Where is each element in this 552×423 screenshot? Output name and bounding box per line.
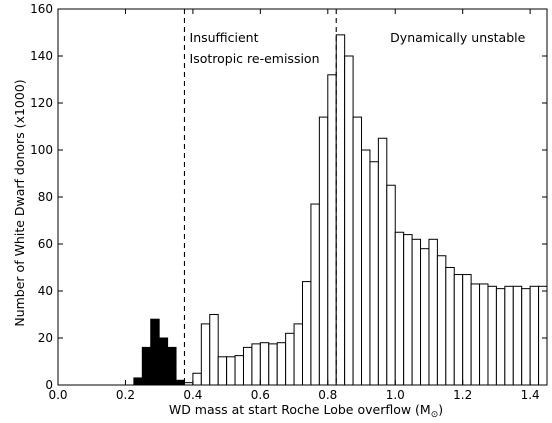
bar [133, 377, 143, 386]
bar [217, 356, 228, 386]
bar [209, 314, 219, 386]
y-tick-label: 140 [30, 49, 53, 63]
bar [285, 332, 295, 386]
bar [234, 355, 244, 386]
bar [445, 267, 455, 386]
bar [394, 231, 405, 386]
bar [361, 149, 371, 386]
bar [529, 285, 540, 386]
bar [302, 281, 312, 386]
bar [420, 248, 430, 386]
bar [512, 285, 523, 386]
bar [462, 274, 472, 386]
bar [495, 288, 506, 386]
x-tick-label: 1.2 [453, 388, 472, 402]
bar [538, 285, 548, 386]
bar [158, 337, 169, 386]
bar [327, 74, 337, 386]
annotation-label: Dynamically unstable [390, 30, 525, 45]
bar [487, 285, 497, 386]
bar [453, 274, 464, 386]
y-tick-label: 20 [38, 331, 53, 345]
annotation-label: Isotropic re-emission [190, 51, 320, 66]
bar [175, 379, 185, 386]
bar [403, 234, 413, 386]
bar [293, 323, 304, 386]
x-axis-title-main: WD mass at start Roche Lobe overflow (M [169, 402, 431, 417]
annotations: Insufficient Isotropic re-emission Dynamic… [190, 30, 526, 66]
bar [167, 346, 177, 386]
y-tick-label: 160 [30, 2, 53, 16]
y-tick-label: 40 [38, 284, 53, 298]
bar [428, 238, 438, 386]
y-tick-label: 100 [30, 143, 53, 157]
bar [276, 342, 287, 386]
x-tick-label: 0.2 [116, 388, 135, 402]
bar [310, 203, 320, 386]
bar [369, 161, 379, 386]
y-tick-label: 120 [30, 96, 53, 110]
bar [242, 346, 253, 386]
y-tick-label: 60 [38, 237, 53, 251]
bar [226, 356, 236, 386]
bar [141, 346, 152, 386]
bar [377, 137, 388, 386]
bar [200, 323, 211, 386]
bar [268, 343, 278, 386]
bar [335, 34, 346, 386]
annotation-label: Insufficient [190, 30, 259, 45]
x-axis-title-suffix: ) [438, 402, 443, 417]
bar [251, 343, 261, 386]
x-axis-title: WD mass at start Roche Lobe overflow (M⊙… [169, 402, 443, 420]
bar [386, 184, 396, 386]
bar [521, 288, 531, 386]
x-tick-label: 1.0 [386, 388, 405, 402]
x-tick-label: 0.4 [183, 388, 202, 402]
axes: 0.0 0.2 0.4 0.6 0.8 1.0 1.2 1.4 0 20 40 60 80 100 120 1… [30, 2, 548, 402]
bar [192, 372, 202, 386]
bar [259, 342, 270, 386]
histogram-bars [133, 34, 548, 386]
x-tick-label: 0.0 [48, 388, 67, 402]
x-tick-label: 0.6 [251, 388, 270, 402]
bar [479, 283, 489, 386]
x-tick-label: 0.8 [318, 388, 337, 402]
bar [344, 55, 354, 386]
bar [411, 238, 422, 386]
y-tick-label: 80 [38, 190, 53, 204]
bar [504, 285, 514, 386]
x-tick-label: 1.4 [521, 388, 540, 402]
bar [150, 318, 160, 386]
y-tick-label: 0 [45, 378, 53, 392]
x-axis-title-subscript: ⊙ [431, 410, 439, 420]
bar [436, 255, 447, 386]
bar [352, 116, 363, 386]
bar [318, 116, 329, 386]
y-axis-title: Number of White Dwarf donors (x1000) [12, 79, 27, 326]
bar [470, 283, 481, 386]
